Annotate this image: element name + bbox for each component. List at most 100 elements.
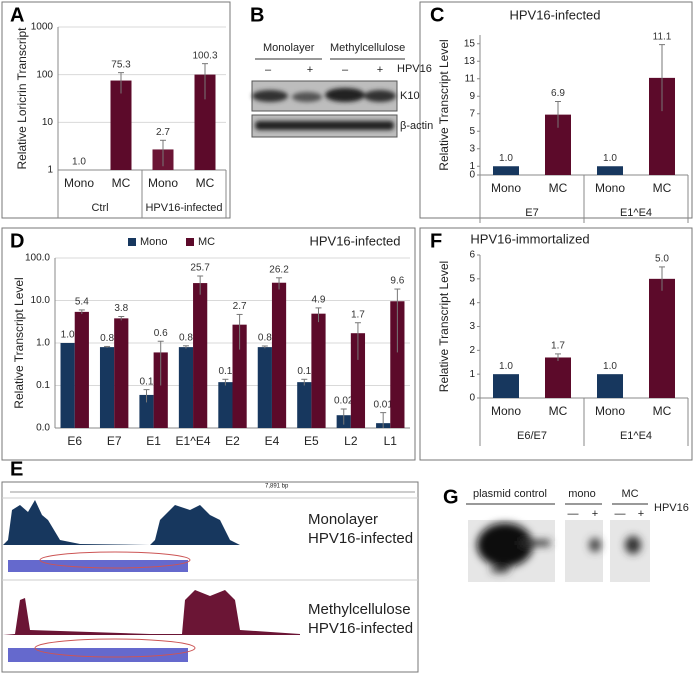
y-tick-label: 1 [469, 161, 475, 172]
data-label: 1.0 [603, 153, 617, 164]
lane-label: – [342, 64, 349, 76]
data-label: 5.0 [655, 254, 669, 265]
y-tick-label: 5 [469, 126, 475, 137]
data-label: 25.7 [190, 263, 210, 274]
bar [311, 313, 326, 428]
chart-title: HPV16-infected [309, 233, 400, 248]
legend-swatch [186, 238, 194, 246]
data-label: 1.0 [499, 153, 513, 164]
group-label: plasmid control [473, 488, 547, 500]
track-label: Methylcellulose [308, 601, 411, 618]
panel-letter: C [430, 4, 444, 26]
bar [178, 347, 194, 428]
y-tick-label: 1 [469, 369, 475, 380]
panel-letter: E [10, 458, 23, 480]
group-label: E1^E4 [620, 207, 652, 219]
x-tick-label: MC [549, 181, 568, 195]
y-axis-label: Relative Transcript Level [437, 39, 451, 170]
group-label: E7 [525, 207, 538, 219]
treatment-label: HPV16 [397, 63, 432, 75]
lane-label: + [592, 508, 598, 520]
bar [350, 333, 366, 428]
coverage [3, 590, 300, 635]
x-tick-label: MC [653, 181, 672, 195]
data-label: 1.0 [61, 330, 75, 341]
data-label: 1.0 [603, 361, 617, 372]
lane-label: — [615, 508, 626, 520]
bar [232, 324, 247, 428]
y-tick-label: 100 [36, 69, 53, 80]
panel-g: G plasmid control mono MC — + — + HPV16 [443, 486, 689, 582]
y-tick-label: 7 [469, 108, 475, 119]
legend-label: MC [198, 236, 215, 248]
junction-arc [39, 551, 191, 569]
y-tick-label: 10.0 [31, 295, 51, 306]
y-tick-label: 0.0 [36, 423, 50, 434]
panel-letter: B [250, 4, 264, 26]
bar [114, 318, 129, 428]
group-label: Methylcellulose [330, 42, 405, 54]
x-tick-label: L2 [344, 434, 358, 448]
track-label: HPV16-infected [308, 530, 413, 547]
data-label: 6.9 [551, 88, 565, 99]
lane-label: + [307, 64, 313, 76]
lane-label: + [638, 508, 644, 520]
x-tick-label: E1 [146, 434, 161, 448]
track-label: HPV16-infected [308, 620, 413, 637]
junction-arc [34, 638, 196, 658]
x-tick-label: Mono [491, 181, 521, 195]
x-tick-label: E1^E4 [176, 434, 211, 448]
y-tick-label: 1 [47, 165, 53, 176]
bar [194, 74, 216, 170]
chart: D HPV16-infected 0.0 0.1 1.0 10.0 100.0 Relativ… [1, 227, 416, 461]
lane-label: – [265, 64, 272, 76]
y-tick-label: 6 [469, 250, 475, 261]
y-tick-label: 1.0 [36, 338, 50, 349]
group-label: Monolayer [263, 42, 315, 54]
x-tick-label: Mono [491, 404, 521, 418]
lane-label: + [377, 64, 383, 76]
bar [153, 352, 168, 428]
data-label: 0.8 [100, 333, 114, 344]
data-label: 4.9 [312, 295, 326, 306]
chart-title: HPV16-infected [509, 7, 600, 22]
bar [193, 283, 208, 428]
panel-letter: A [10, 4, 24, 26]
scale-label: 7,891 bp [265, 484, 289, 490]
panel-b: B Monolayer Methylcellulose – + – + HPV1… [250, 4, 433, 138]
legend-swatch [128, 238, 136, 246]
chart: F HPV16-immortalized 0 1 2 3 4 5 6 Relative Trans… [419, 227, 693, 461]
bar [139, 394, 154, 428]
y-tick-label: 2 [469, 345, 475, 356]
chart-title: HPV16-immortalized [470, 231, 589, 246]
y-axis-label: Relative Transcript Level [437, 261, 451, 392]
y-tick-label: 3 [469, 143, 475, 154]
lane-label: — [568, 508, 579, 520]
bar [257, 347, 272, 428]
chart-frame [419, 1, 693, 219]
coverage [3, 500, 240, 545]
x-tick-label: Mono [595, 404, 625, 418]
data-label: 0.01 [373, 399, 393, 410]
x-tick-label: E2 [225, 434, 240, 448]
bar [545, 357, 571, 398]
band-label: β-actin [400, 120, 433, 132]
band-label: K10 [400, 90, 420, 102]
data-label: 0.1 [297, 366, 311, 377]
legend-label: Mono [140, 236, 168, 248]
bar [271, 282, 287, 428]
x-tick-label: E4 [265, 434, 280, 448]
x-tick-label: MC [653, 404, 672, 418]
y-axis-label: Relative Loricrin Transcript [15, 27, 29, 170]
bar [110, 80, 132, 170]
data-label: 3.8 [114, 303, 128, 314]
x-tick-label: L1 [384, 434, 398, 448]
bar [493, 374, 519, 398]
data-label: 9.6 [390, 276, 404, 287]
bar [493, 166, 519, 175]
bar [60, 343, 75, 428]
group-label: E1^E4 [620, 430, 652, 442]
data-label: 0.02 [334, 396, 354, 407]
